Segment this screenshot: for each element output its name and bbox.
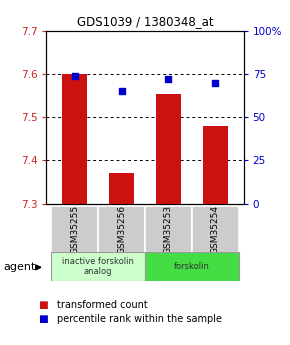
Text: percentile rank within the sample: percentile rank within the sample: [57, 314, 222, 324]
Bar: [202, 126, 228, 204]
Bar: [145, 206, 192, 253]
Point: [166, 77, 171, 82]
Bar: [145, 252, 239, 281]
Text: GSM35255: GSM35255: [70, 205, 79, 254]
Bar: [51, 252, 145, 281]
Point: [213, 80, 218, 86]
Text: GSM35256: GSM35256: [117, 205, 126, 254]
Text: forskolin: forskolin: [174, 262, 210, 271]
Text: GDS1039 / 1380348_at: GDS1039 / 1380348_at: [77, 16, 213, 29]
Text: transformed count: transformed count: [57, 300, 147, 310]
Bar: [155, 93, 181, 204]
Text: ■: ■: [38, 314, 48, 324]
Point: [119, 89, 124, 94]
Point: [72, 73, 77, 79]
Text: GSM35254: GSM35254: [211, 205, 220, 254]
Text: ■: ■: [38, 300, 48, 310]
Bar: [62, 74, 88, 204]
Text: GSM35253: GSM35253: [164, 205, 173, 254]
Text: inactive forskolin
analog: inactive forskolin analog: [62, 257, 134, 276]
Text: agent: agent: [3, 263, 35, 272]
Bar: [98, 206, 145, 253]
Bar: [192, 206, 239, 253]
Bar: [51, 206, 98, 253]
Bar: [109, 174, 135, 204]
